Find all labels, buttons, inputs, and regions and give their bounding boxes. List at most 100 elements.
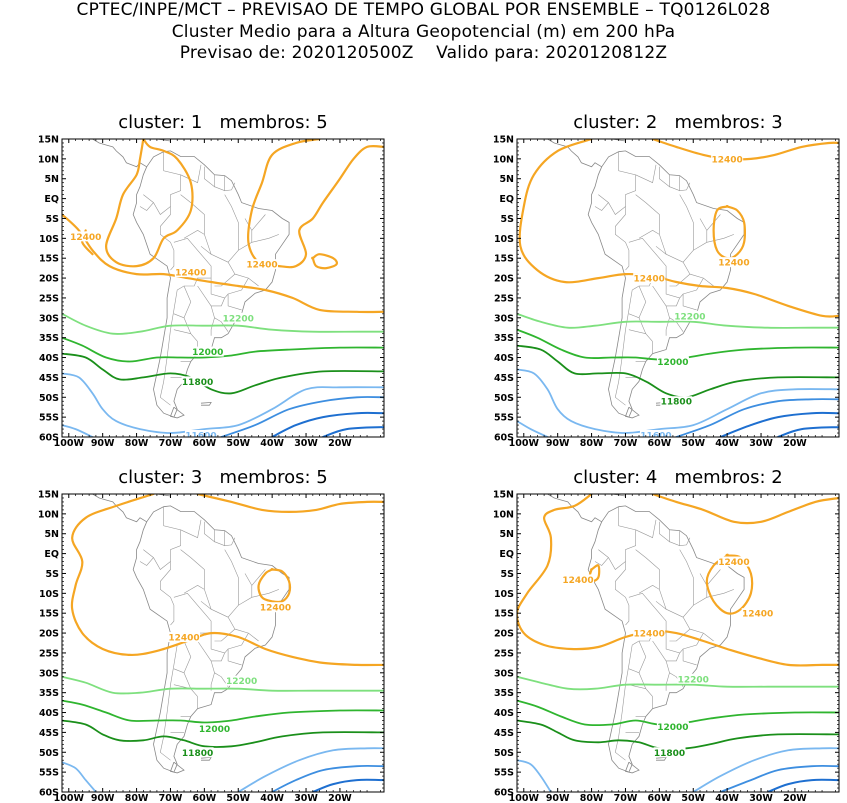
lat-tick-label: 10S — [494, 589, 514, 600]
lat-tick-label: 30S — [39, 668, 59, 679]
country-borders — [594, 151, 735, 406]
lon-tick-label: 70W — [159, 793, 183, 803]
contour-line — [719, 411, 839, 437]
contour-label: 12400 — [718, 259, 749, 269]
map-panel-cluster-2: 12400 12400 12400 12200 12000 11800 11600 15N 10… — [493, 135, 840, 449]
lat-tick-label: 45S — [39, 728, 59, 739]
header-line-2: Cluster Medio para a Altura Geopotencial… — [171, 22, 676, 42]
lat-tick-label: 25S — [39, 648, 59, 659]
lat-tick-label: 40S — [39, 708, 59, 719]
contour-line — [705, 553, 754, 615]
lat-tick-label: 30S — [494, 668, 514, 679]
contour-line — [257, 568, 292, 604]
contour-line — [651, 494, 839, 525]
lat-tick-label: 60S — [494, 788, 514, 799]
contour-line — [237, 747, 384, 792]
lat-tick-label: 40S — [39, 353, 59, 364]
lat-tick-label: 25S — [39, 293, 59, 304]
lon-tick-label: 30W — [294, 438, 318, 449]
lon-tick-label: 20W — [783, 438, 807, 449]
lat-tick-label: 30S — [39, 313, 59, 324]
lon-tick-label: 30W — [749, 438, 773, 449]
contour-line — [311, 253, 338, 270]
lat-tick-label: 30S — [494, 313, 514, 324]
lon-tick-label: 100W — [54, 793, 85, 803]
contour-line — [62, 213, 384, 314]
lon-tick-label: 70W — [614, 793, 638, 803]
contour-label: 12200 — [674, 312, 705, 322]
lon-tick-label: 50W — [681, 438, 705, 449]
lat-tick-label: 50S — [39, 393, 59, 404]
lon-tick-label: 80W — [580, 438, 604, 449]
lon-tick-label: 80W — [125, 793, 149, 803]
lon-tick-label: 70W — [614, 438, 638, 449]
lat-tick-label: 35S — [494, 688, 514, 699]
lon-tick-label: 60W — [193, 438, 217, 449]
lon-tick-label: 20W — [328, 793, 352, 803]
lat-tick-label: 55S — [39, 413, 59, 424]
lat-tick-label: 35S — [494, 333, 514, 344]
contour-line — [777, 426, 839, 437]
contour-line — [105, 139, 194, 268]
lat-tick-label: 10N — [493, 509, 514, 520]
lon-tick-label: 50W — [226, 793, 250, 803]
panel-1-title: cluster: 1 membros: 5 — [118, 112, 328, 133]
header-line-1: CPTEC/INPE/MCT – PREVISAO DE TEMPO GLOBA… — [76, 0, 771, 20]
lat-tick-label: 50S — [39, 748, 59, 759]
contour-line — [220, 396, 384, 437]
contour-line — [271, 411, 384, 437]
lat-tick-label: 5S — [46, 569, 60, 580]
lat-tick-label: 5N — [44, 529, 59, 540]
lon-tick-label: 30W — [749, 793, 773, 803]
country-borders — [139, 506, 280, 761]
lat-tick-label: 15S — [39, 254, 59, 265]
contour-label: 12400 — [634, 275, 665, 285]
lat-tick-label: 45S — [494, 373, 514, 384]
lat-tick-label: 20S — [39, 629, 59, 640]
contour-line — [271, 764, 384, 792]
contour-line — [62, 675, 384, 695]
lon-tick-label: 40W — [260, 438, 284, 449]
contour-label: 12400 — [711, 155, 742, 165]
lon-tick-label: 90W — [91, 438, 115, 449]
contour-label: 12400 — [260, 604, 291, 614]
contour-label: 12400 — [70, 233, 101, 243]
contour-line — [196, 494, 384, 513]
contour-label: 12200 — [226, 677, 257, 687]
contour-line — [692, 747, 839, 792]
lat-tick-label: EQ — [499, 549, 514, 560]
contour-label: 12400 — [634, 630, 665, 640]
lat-tick-label: 15S — [494, 254, 514, 265]
lat-tick-label: 20S — [39, 274, 59, 285]
lat-tick-label: 25S — [494, 293, 514, 304]
panel-4-title: cluster: 4 membros: 2 — [573, 467, 783, 488]
contour-line — [517, 759, 552, 792]
lat-tick-label: EQ — [44, 549, 59, 560]
contour-line — [675, 398, 839, 437]
contour-label: 12400 — [175, 269, 206, 279]
lat-tick-label: 50S — [494, 393, 514, 404]
lon-tick-label: 20W — [783, 793, 807, 803]
lat-tick-label: 10N — [493, 154, 514, 165]
lat-tick-label: 55S — [39, 768, 59, 779]
lat-tick-label: 60S — [494, 433, 514, 444]
lat-tick-label: 15N — [493, 490, 514, 501]
lon-tick-label: 70W — [159, 438, 183, 449]
contour-label: 11800 — [182, 378, 213, 388]
contour-line — [651, 139, 839, 161]
panel-2-title: cluster: 2 membros: 3 — [573, 112, 783, 133]
lon-tick-label: 80W — [125, 438, 149, 449]
contour-line — [517, 420, 549, 437]
lon-tick-label: 60W — [193, 793, 217, 803]
lat-tick-label: 25S — [494, 648, 514, 659]
lon-tick-label: 100W — [509, 438, 540, 449]
map-area: 12400 12400 12400 12400 12200 12000 11800 — [517, 494, 839, 792]
map-panel-cluster-1: 12400 12400 12400 12200 12000 11800 11600 15N 10… — [38, 135, 385, 449]
lat-tick-label: 15N — [38, 490, 59, 501]
lat-tick-label: 55S — [494, 413, 514, 424]
lon-tick-label: 80W — [580, 793, 604, 803]
lat-tick-label: 55S — [494, 768, 514, 779]
lat-tick-label: 15S — [494, 609, 514, 620]
lat-tick-label: 20S — [494, 629, 514, 640]
contour-line — [322, 426, 384, 437]
